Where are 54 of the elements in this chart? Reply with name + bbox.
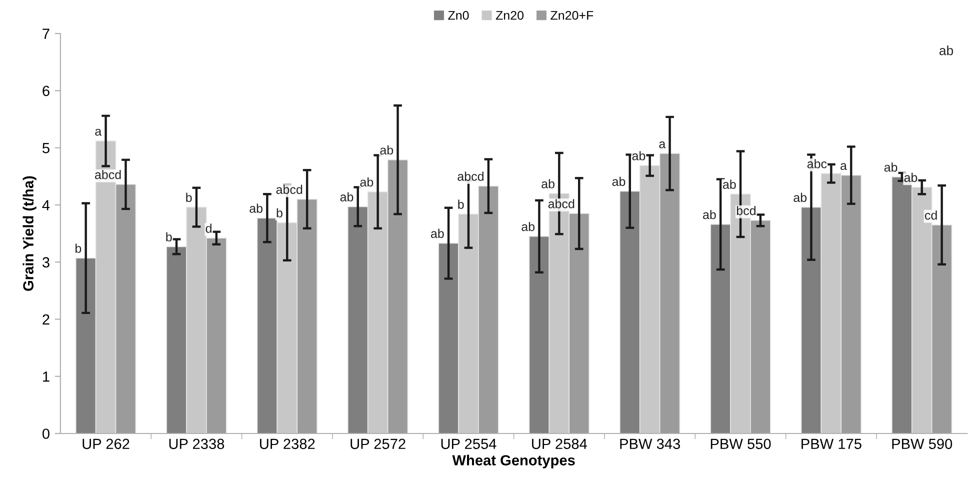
data-label: ab bbox=[250, 204, 262, 213]
data-label: ab bbox=[522, 222, 535, 232]
data-label: a bbox=[659, 141, 666, 148]
annotation: ab bbox=[939, 46, 954, 56]
x-tick-label: PBW 343 bbox=[620, 438, 680, 450]
x-tick-label: UP 2382 bbox=[260, 438, 315, 450]
x-tick-label: UP 2554 bbox=[441, 438, 496, 450]
x-tick-label: UP 2584 bbox=[532, 438, 587, 450]
data-label: ab bbox=[360, 177, 374, 187]
x-tick-label: PBW 550 bbox=[710, 438, 771, 450]
legend-label: Zn0 bbox=[448, 10, 469, 20]
data-label: ab bbox=[431, 228, 444, 238]
data-label: bcd bbox=[736, 206, 756, 216]
y-tick-label: 2 bbox=[42, 314, 50, 325]
data-label: ab bbox=[380, 145, 394, 155]
y-tick-label: 1 bbox=[43, 372, 50, 382]
legend-label: Zn20 bbox=[496, 10, 524, 20]
data-label: ab bbox=[722, 180, 736, 189]
data-label: abc bbox=[807, 159, 827, 168]
x-tick-label: PBW 590 bbox=[892, 438, 952, 450]
y-tick-label: 7 bbox=[42, 28, 50, 39]
legend-label: Zn20+F bbox=[550, 10, 594, 20]
data-label: b bbox=[76, 244, 82, 253]
data-label: ab bbox=[904, 172, 918, 182]
y-tick-label: 3 bbox=[42, 257, 50, 268]
data-label: b bbox=[166, 232, 172, 242]
data-label: ab bbox=[703, 210, 716, 220]
y-tick-label: 5 bbox=[42, 143, 50, 154]
data-label: a bbox=[840, 163, 847, 170]
data-label: ab bbox=[884, 162, 898, 172]
data-label: b bbox=[186, 192, 192, 202]
x-tick-label: UP 2572 bbox=[350, 438, 406, 450]
data-label: abcd bbox=[458, 172, 484, 181]
x-tick-label: UP 2338 bbox=[169, 438, 224, 450]
data-label: a bbox=[95, 128, 102, 136]
x-axis-title: Wheat Genotypes bbox=[452, 454, 575, 468]
y-tick-label: 4 bbox=[42, 200, 50, 210]
data-label: d bbox=[206, 224, 212, 233]
data-label: b bbox=[458, 200, 464, 209]
data-label: ab bbox=[632, 151, 646, 160]
x-tick-label: PBW 175 bbox=[802, 438, 862, 450]
data-label: b bbox=[276, 208, 282, 218]
y-tick-label: 0 bbox=[42, 428, 50, 439]
data-label: abcd bbox=[276, 184, 302, 194]
data-label: ab bbox=[612, 176, 626, 186]
data-label: abcd bbox=[94, 170, 121, 180]
data-label: ab bbox=[542, 179, 554, 188]
data-label: cd bbox=[924, 210, 937, 220]
x-tick-label: UP 262 bbox=[82, 438, 130, 450]
data-label: abcd bbox=[548, 199, 574, 208]
data-label: ab bbox=[794, 192, 807, 202]
y-axis-title: Grain Yield (t/ha) bbox=[22, 176, 36, 291]
data-label: ab bbox=[340, 192, 354, 202]
y-tick-label: 6 bbox=[42, 86, 50, 96]
